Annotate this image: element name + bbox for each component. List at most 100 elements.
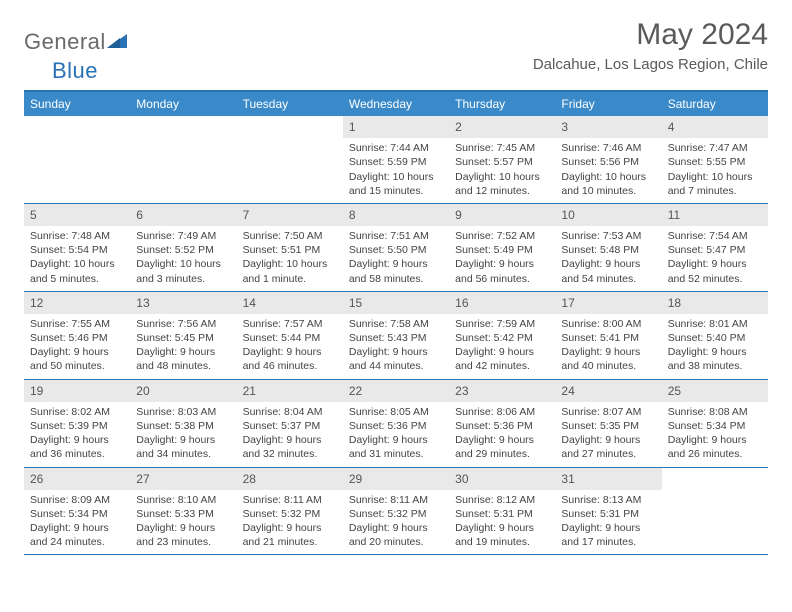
sunset-text: Sunset: 5:32 PM <box>243 507 337 521</box>
day-body: Sunrise: 7:44 AMSunset: 5:59 PMDaylight:… <box>343 138 449 203</box>
sunrise-text: Sunrise: 7:49 AM <box>136 229 230 243</box>
day-cell: 16Sunrise: 7:59 AMSunset: 5:42 PMDayligh… <box>449 292 555 379</box>
week-row: 26Sunrise: 8:09 AMSunset: 5:34 PMDayligh… <box>24 468 768 556</box>
weekday-header: Thursday <box>449 92 555 116</box>
day-cell: 19Sunrise: 8:02 AMSunset: 5:39 PMDayligh… <box>24 380 130 467</box>
day-cell: 2Sunrise: 7:45 AMSunset: 5:57 PMDaylight… <box>449 116 555 203</box>
day-number: 8 <box>343 204 449 226</box>
day-number: 16 <box>449 292 555 314</box>
day-body: Sunrise: 8:08 AMSunset: 5:34 PMDaylight:… <box>662 402 768 467</box>
sunset-text: Sunset: 5:34 PM <box>30 507 124 521</box>
day-cell: 9Sunrise: 7:52 AMSunset: 5:49 PMDaylight… <box>449 204 555 291</box>
sunrise-text: Sunrise: 8:07 AM <box>561 405 655 419</box>
sunrise-text: Sunrise: 8:04 AM <box>243 405 337 419</box>
sunrise-text: Sunrise: 7:53 AM <box>561 229 655 243</box>
location-subtitle: Dalcahue, Los Lagos Region, Chile <box>533 56 768 73</box>
sunrise-text: Sunrise: 8:10 AM <box>136 493 230 507</box>
sunrise-text: Sunrise: 7:50 AM <box>243 229 337 243</box>
sunrise-text: Sunrise: 7:54 AM <box>668 229 762 243</box>
sunrise-text: Sunrise: 7:58 AM <box>349 317 443 331</box>
weekday-header-row: Sunday Monday Tuesday Wednesday Thursday… <box>24 92 768 116</box>
day-cell: 14Sunrise: 7:57 AMSunset: 5:44 PMDayligh… <box>237 292 343 379</box>
sunset-text: Sunset: 5:47 PM <box>668 243 762 257</box>
sunset-text: Sunset: 5:38 PM <box>136 419 230 433</box>
daylight-text: Daylight: 10 hours and 5 minutes. <box>30 257 124 285</box>
sunset-text: Sunset: 5:50 PM <box>349 243 443 257</box>
day-number: 9 <box>449 204 555 226</box>
sunset-text: Sunset: 5:48 PM <box>561 243 655 257</box>
day-cell: 21Sunrise: 8:04 AMSunset: 5:37 PMDayligh… <box>237 380 343 467</box>
day-cell: 8Sunrise: 7:51 AMSunset: 5:50 PMDaylight… <box>343 204 449 291</box>
day-body: Sunrise: 7:58 AMSunset: 5:43 PMDaylight:… <box>343 314 449 379</box>
day-number: 28 <box>237 468 343 490</box>
daylight-text: Daylight: 9 hours and 50 minutes. <box>30 345 124 373</box>
day-body: Sunrise: 7:51 AMSunset: 5:50 PMDaylight:… <box>343 226 449 291</box>
sunset-text: Sunset: 5:31 PM <box>561 507 655 521</box>
day-cell <box>130 116 236 203</box>
day-body: Sunrise: 7:49 AMSunset: 5:52 PMDaylight:… <box>130 226 236 291</box>
weekday-header: Saturday <box>662 92 768 116</box>
day-body: Sunrise: 8:05 AMSunset: 5:36 PMDaylight:… <box>343 402 449 467</box>
logo-text: GeneralBlue <box>24 28 128 84</box>
day-cell: 1Sunrise: 7:44 AMSunset: 5:59 PMDaylight… <box>343 116 449 203</box>
day-body: Sunrise: 7:53 AMSunset: 5:48 PMDaylight:… <box>555 226 661 291</box>
sunset-text: Sunset: 5:35 PM <box>561 419 655 433</box>
sunrise-text: Sunrise: 7:56 AM <box>136 317 230 331</box>
day-body: Sunrise: 7:57 AMSunset: 5:44 PMDaylight:… <box>237 314 343 379</box>
daylight-text: Daylight: 10 hours and 1 minute. <box>243 257 337 285</box>
daylight-text: Daylight: 9 hours and 46 minutes. <box>243 345 337 373</box>
day-body: Sunrise: 8:02 AMSunset: 5:39 PMDaylight:… <box>24 402 130 467</box>
day-body: Sunrise: 7:47 AMSunset: 5:55 PMDaylight:… <box>662 138 768 203</box>
day-body: Sunrise: 8:13 AMSunset: 5:31 PMDaylight:… <box>555 490 661 555</box>
day-number: 17 <box>555 292 661 314</box>
day-cell: 31Sunrise: 8:13 AMSunset: 5:31 PMDayligh… <box>555 468 661 555</box>
weekday-header: Tuesday <box>237 92 343 116</box>
day-number: 12 <box>24 292 130 314</box>
daylight-text: Daylight: 9 hours and 44 minutes. <box>349 345 443 373</box>
sunset-text: Sunset: 5:59 PM <box>349 155 443 169</box>
day-body: Sunrise: 7:45 AMSunset: 5:57 PMDaylight:… <box>449 138 555 203</box>
day-number: 31 <box>555 468 661 490</box>
daylight-text: Daylight: 10 hours and 12 minutes. <box>455 170 549 198</box>
sunrise-text: Sunrise: 8:01 AM <box>668 317 762 331</box>
day-number: 3 <box>555 116 661 138</box>
day-body: Sunrise: 7:54 AMSunset: 5:47 PMDaylight:… <box>662 226 768 291</box>
day-cell: 11Sunrise: 7:54 AMSunset: 5:47 PMDayligh… <box>662 204 768 291</box>
daylight-text: Daylight: 10 hours and 15 minutes. <box>349 170 443 198</box>
day-cell: 25Sunrise: 8:08 AMSunset: 5:34 PMDayligh… <box>662 380 768 467</box>
daylight-text: Daylight: 9 hours and 21 minutes. <box>243 521 337 549</box>
day-cell: 4Sunrise: 7:47 AMSunset: 5:55 PMDaylight… <box>662 116 768 203</box>
day-cell: 6Sunrise: 7:49 AMSunset: 5:52 PMDaylight… <box>130 204 236 291</box>
sunset-text: Sunset: 5:45 PM <box>136 331 230 345</box>
day-cell: 13Sunrise: 7:56 AMSunset: 5:45 PMDayligh… <box>130 292 236 379</box>
day-body: Sunrise: 8:07 AMSunset: 5:35 PMDaylight:… <box>555 402 661 467</box>
day-body: Sunrise: 7:50 AMSunset: 5:51 PMDaylight:… <box>237 226 343 291</box>
daylight-text: Daylight: 9 hours and 40 minutes. <box>561 345 655 373</box>
sunrise-text: Sunrise: 8:05 AM <box>349 405 443 419</box>
day-cell: 12Sunrise: 7:55 AMSunset: 5:46 PMDayligh… <box>24 292 130 379</box>
sunset-text: Sunset: 5:42 PM <box>455 331 549 345</box>
day-cell: 10Sunrise: 7:53 AMSunset: 5:48 PMDayligh… <box>555 204 661 291</box>
sunrise-text: Sunrise: 7:48 AM <box>30 229 124 243</box>
day-cell: 30Sunrise: 8:12 AMSunset: 5:31 PMDayligh… <box>449 468 555 555</box>
sunset-text: Sunset: 5:52 PM <box>136 243 230 257</box>
daylight-text: Daylight: 9 hours and 42 minutes. <box>455 345 549 373</box>
day-body: Sunrise: 7:46 AMSunset: 5:56 PMDaylight:… <box>555 138 661 203</box>
day-cell: 3Sunrise: 7:46 AMSunset: 5:56 PMDaylight… <box>555 116 661 203</box>
day-number: 22 <box>343 380 449 402</box>
day-body: Sunrise: 8:03 AMSunset: 5:38 PMDaylight:… <box>130 402 236 467</box>
day-cell: 17Sunrise: 8:00 AMSunset: 5:41 PMDayligh… <box>555 292 661 379</box>
day-number: 14 <box>237 292 343 314</box>
logo-text-a: General <box>24 29 106 54</box>
sunrise-text: Sunrise: 8:08 AM <box>668 405 762 419</box>
sunset-text: Sunset: 5:36 PM <box>349 419 443 433</box>
daylight-text: Daylight: 9 hours and 36 minutes. <box>30 433 124 461</box>
sunset-text: Sunset: 5:57 PM <box>455 155 549 169</box>
day-cell: 22Sunrise: 8:05 AMSunset: 5:36 PMDayligh… <box>343 380 449 467</box>
sunset-text: Sunset: 5:39 PM <box>30 419 124 433</box>
sunrise-text: Sunrise: 8:02 AM <box>30 405 124 419</box>
sunrise-text: Sunrise: 8:12 AM <box>455 493 549 507</box>
day-cell: 29Sunrise: 8:11 AMSunset: 5:32 PMDayligh… <box>343 468 449 555</box>
day-cell: 15Sunrise: 7:58 AMSunset: 5:43 PMDayligh… <box>343 292 449 379</box>
daylight-text: Daylight: 10 hours and 7 minutes. <box>668 170 762 198</box>
